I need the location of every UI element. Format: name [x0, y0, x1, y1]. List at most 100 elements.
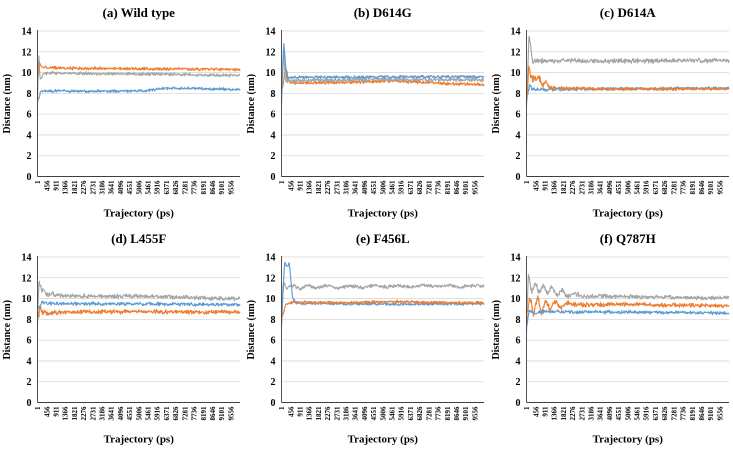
- x-tick-label: 1821: [71, 406, 79, 420]
- x-tick-label: 4096: [117, 406, 125, 420]
- x-tick-label: 6826: [416, 406, 424, 420]
- y-tick-label: 0: [515, 398, 520, 409]
- y-tick-label: 12: [266, 47, 276, 58]
- x-tick-label: 3641: [108, 406, 116, 420]
- x-tick-label: 1: [278, 406, 286, 410]
- y-tick-label: 6: [271, 110, 276, 121]
- chart-e-series-orange: [281, 299, 485, 320]
- chart-e-series-gray: [281, 281, 485, 327]
- y-tick-label: 6: [515, 110, 520, 121]
- x-axis-title: Trajectory (ps): [592, 433, 663, 445]
- y-tick-label: 12: [22, 47, 32, 58]
- y-tick-label: 0: [26, 172, 31, 183]
- chart-title: (f) Q787H: [599, 231, 655, 246]
- y-tick-label: 8: [515, 315, 520, 326]
- y-tick-label: 14: [510, 253, 520, 264]
- x-tick-label: 2731: [89, 406, 97, 420]
- x-tick-label: 2276: [324, 180, 332, 194]
- y-tick-label: 2: [515, 377, 520, 388]
- x-tick-label: 8646: [698, 406, 706, 420]
- y-tick-label: 2: [515, 151, 520, 162]
- y-tick-label: 0: [26, 398, 31, 409]
- x-tick-label: 2731: [89, 180, 97, 194]
- x-tick-label: 7736: [435, 406, 443, 420]
- chart-c-series-blue: [525, 84, 730, 101]
- x-tick-label: 9556: [472, 406, 480, 420]
- chart-a-series-blue: [36, 86, 241, 103]
- x-tick-label: 911: [541, 180, 549, 191]
- x-tick-label: 7736: [679, 406, 687, 420]
- x-tick-label: 3186: [343, 180, 351, 194]
- x-tick-label: 8646: [209, 406, 217, 420]
- chart-title: (d) L455F: [111, 231, 166, 246]
- chart-e-series-blue: [281, 261, 485, 325]
- x-tick-label: 2276: [569, 180, 577, 194]
- chart-d: (d) L455F 0 2 4 6 8 10 12 14 Distance (nm) 1 456 911…: [2, 231, 241, 445]
- chart-b: (b) D614G 0 2 4 6 8 10 12 14 Distance (nm) 1 456 911…: [246, 5, 485, 219]
- x-tick-label: 1366: [62, 180, 70, 194]
- x-tick-label: 456: [288, 406, 296, 417]
- x-axis-title: Trajectory (ps): [348, 433, 419, 445]
- x-tick-label: 6371: [407, 406, 415, 420]
- x-tick-label: 5006: [624, 180, 632, 194]
- x-axis-title: Trajectory (ps): [592, 207, 663, 219]
- x-tick-label: 9556: [716, 406, 724, 420]
- y-tick-label: 8: [26, 315, 31, 326]
- x-tick-label: 9556: [472, 180, 480, 194]
- x-tick-label: 5916: [398, 180, 406, 194]
- chart-cell-c: (c) D614A 0 2 4 6 8 10 12 14 Distance (nm) 1 456 911…: [489, 0, 733, 226]
- x-tick-label: 5006: [624, 406, 632, 420]
- x-tick-label: 5461: [633, 180, 641, 194]
- x-tick-label: 4551: [615, 180, 623, 194]
- x-tick-label: 6826: [661, 406, 669, 420]
- x-tick-label: 8191: [444, 406, 452, 420]
- x-tick-label: 7281: [670, 180, 678, 194]
- x-tick-label: 6371: [163, 406, 171, 420]
- x-tick-label: 5916: [642, 406, 650, 420]
- y-tick-label: 10: [510, 68, 520, 79]
- x-tick-label: 7736: [435, 180, 443, 194]
- x-tick-label: 2276: [569, 406, 577, 420]
- x-tick-label: 2731: [334, 406, 342, 420]
- y-tick-label: 2: [271, 377, 276, 388]
- chart-f-series-orange: [525, 295, 730, 323]
- x-tick-label: 5006: [135, 406, 143, 420]
- x-tick-label: 6371: [652, 406, 660, 420]
- chart-d-series-blue: [37, 300, 241, 309]
- y-axis-title: Distance (nm): [246, 74, 257, 134]
- x-tick-label: 3186: [587, 406, 595, 420]
- x-tick-label: 8646: [209, 180, 217, 194]
- y-tick-label: 8: [271, 89, 276, 100]
- x-tick-label: 5461: [389, 406, 397, 420]
- chart-title: (a) Wild type: [103, 5, 176, 20]
- chart-f: (f) Q787H 0 2 4 6 8 10 12 14 Distance (nm) 1 456 911…: [491, 231, 730, 445]
- x-tick-label: 456: [532, 406, 540, 417]
- y-tick-label: 12: [266, 273, 276, 284]
- x-tick-label: 5461: [389, 180, 397, 194]
- x-tick-label: 456: [532, 180, 540, 191]
- x-tick-label: 8191: [688, 180, 696, 194]
- y-tick-label: 10: [22, 294, 32, 305]
- x-tick-label: 3641: [352, 406, 360, 420]
- x-tick-label: 2731: [578, 406, 586, 420]
- x-tick-label: 5461: [145, 406, 153, 420]
- x-tick-label: 9101: [218, 180, 226, 194]
- y-tick-label: 8: [271, 315, 276, 326]
- x-tick-label: 9101: [463, 406, 471, 420]
- x-tick-label: 6371: [163, 180, 171, 194]
- x-tick-label: 8191: [200, 180, 208, 194]
- x-tick-label: 5006: [135, 180, 143, 194]
- chart-cell-d: (d) L455F 0 2 4 6 8 10 12 14 Distance (nm) 1 456 911…: [0, 226, 244, 452]
- x-tick-label: 5916: [154, 180, 162, 194]
- x-tick-label: 7736: [191, 406, 199, 420]
- x-axis-title: Trajectory (ps): [348, 207, 419, 219]
- x-tick-label: 2276: [80, 180, 88, 194]
- x-tick-label: 3186: [343, 406, 351, 420]
- x-tick-label: 9101: [707, 180, 715, 194]
- chart-f-series-blue: [525, 309, 730, 328]
- chart-a-series-orange: [37, 62, 241, 77]
- y-tick-label: 4: [515, 130, 520, 141]
- x-tick-label: 456: [43, 180, 51, 191]
- x-tick-label: 7281: [670, 406, 678, 420]
- y-tick-label: 2: [26, 377, 31, 388]
